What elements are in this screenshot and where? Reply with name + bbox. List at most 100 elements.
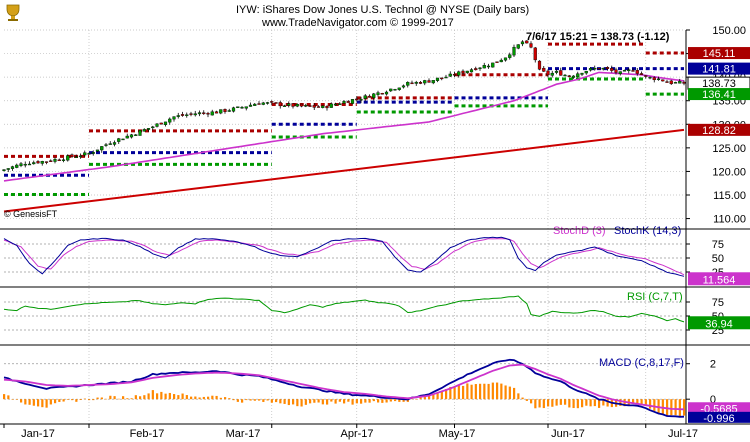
candle-body (278, 102, 282, 107)
candle (363, 94, 367, 102)
candle (193, 110, 197, 117)
candle-body (444, 76, 448, 79)
macd-histogram-bar (173, 394, 176, 400)
price-panel[interactable] (2, 40, 686, 213)
candle (367, 94, 372, 98)
macd-histogram-bar (317, 399, 320, 403)
candle (125, 133, 129, 139)
macd-histogram-bar (466, 383, 469, 400)
candle-body (367, 95, 372, 98)
candle (308, 105, 312, 107)
macd-histogram-bar (538, 399, 541, 408)
candle-body (393, 89, 397, 91)
candle-body (563, 74, 567, 77)
candle (520, 40, 525, 47)
price-tick-label: 120.00 (712, 166, 746, 178)
candle-body (66, 155, 70, 161)
x-tick-label: May-17 (439, 428, 476, 440)
candle (95, 149, 100, 153)
price-tag-label: 136.41 (702, 89, 736, 101)
candle-body (550, 72, 554, 76)
macd-histogram-bar (423, 396, 426, 400)
macd-histogram-bar (457, 385, 460, 400)
candle (176, 112, 180, 119)
price-tag-label: 138.73 (702, 78, 736, 90)
candle (350, 99, 355, 105)
candle-body (397, 87, 401, 90)
candle-body (593, 67, 597, 70)
macd-histogram-bar (211, 395, 214, 400)
candle (559, 67, 563, 76)
candle-body (520, 41, 525, 45)
candle (6, 168, 10, 173)
stochastic-panel[interactable]: StochD (3) StochK (14,3) (3, 225, 685, 277)
candle (219, 109, 223, 115)
rsi-panel[interactable]: RSI (C,7,T) (3, 291, 685, 323)
macd-histogram-bar (530, 399, 533, 404)
candle (189, 111, 193, 117)
candle (291, 103, 295, 109)
candle-body (223, 108, 227, 112)
candle (206, 111, 210, 118)
candle-body (567, 75, 571, 77)
candle (36, 160, 40, 164)
candle-body (121, 138, 125, 141)
candle-body (469, 69, 474, 73)
x-tick-label: Apr-17 (340, 428, 373, 440)
macd-histogram-bar (428, 396, 431, 400)
candle-body (253, 103, 257, 106)
candle (304, 103, 308, 108)
macd-histogram-bar (71, 399, 74, 401)
candle (138, 129, 142, 136)
candle-body (465, 70, 469, 73)
macd-histogram-bar (474, 384, 477, 400)
candle (550, 70, 554, 78)
candle (274, 102, 278, 104)
macd-histogram-bar (156, 393, 159, 400)
candle (495, 61, 499, 63)
candle (74, 154, 78, 158)
candle (512, 44, 516, 57)
candle (622, 69, 627, 72)
candle-body (482, 65, 486, 69)
candle (91, 150, 95, 156)
candle (423, 79, 427, 86)
candle (23, 161, 27, 168)
candle-body (261, 102, 265, 105)
macd-histogram-bar (504, 385, 507, 400)
candle-body (206, 112, 210, 115)
candle-body (525, 40, 529, 44)
candle-body (661, 79, 665, 82)
macd-signal-line (3, 363, 685, 411)
candle-body (644, 75, 648, 77)
macd-histogram-bar (232, 399, 235, 401)
candle (529, 41, 533, 49)
macd-histogram-bar (351, 399, 354, 405)
candle (440, 77, 444, 81)
candle-body (478, 67, 482, 70)
macd-histogram-bar (164, 393, 167, 400)
candle-body (406, 82, 410, 86)
candle-body (231, 107, 236, 112)
macd-histogram-bar (360, 399, 363, 404)
candle (571, 75, 576, 79)
macd-histogram-bar (253, 399, 256, 401)
macd-histogram-bar (287, 399, 290, 406)
macd-histogram-bar (398, 399, 401, 402)
macd-histogram-bar (126, 398, 129, 400)
candle-body (435, 77, 440, 81)
macd-histogram-bar (215, 395, 218, 400)
stoch-value-tag (688, 272, 750, 286)
candle (338, 102, 342, 105)
macd-histogram-bar (300, 399, 303, 407)
candle-body (32, 162, 36, 165)
candle (66, 154, 70, 162)
macd-panel[interactable]: MACD (C,8,17,F) (3, 357, 686, 418)
candle (461, 69, 465, 75)
candle-body (240, 106, 244, 109)
candle-body (401, 85, 406, 88)
macd-histogram-bar (313, 399, 316, 403)
macd-histogram-bar (593, 399, 596, 407)
